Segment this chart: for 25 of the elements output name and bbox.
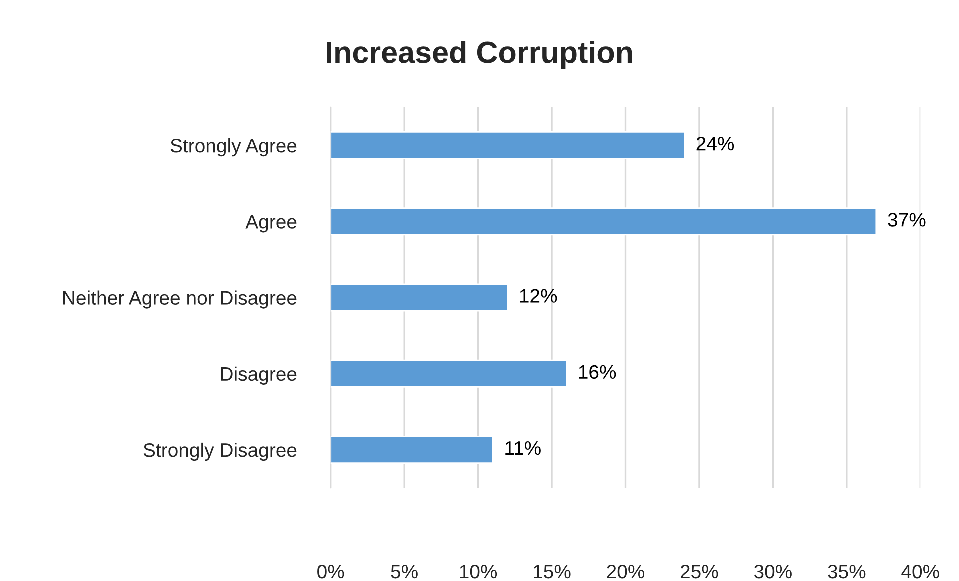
bar: [330, 132, 686, 160]
data-label: 37%: [888, 213, 926, 227]
x-tick-label: 40%: [902, 564, 940, 579]
x-tick-label: 10%: [460, 564, 498, 579]
x-tick-label: 5%: [391, 565, 418, 579]
y-tick-label: Neither Agree nor Disagree: [64, 290, 297, 309]
data-label: 12%: [520, 289, 558, 303]
x-tick-label: 15%: [534, 565, 571, 579]
chart-title: Increased Corruption: [327, 40, 632, 70]
bar: [330, 436, 494, 464]
y-tick-label: Strongly Disagree: [144, 442, 297, 462]
bar: [330, 208, 878, 236]
y-tick-label: Strongly Agree: [170, 138, 297, 157]
bar: [330, 360, 568, 388]
x-tick-label: 30%: [754, 564, 792, 579]
x-tick-label: 20%: [607, 564, 645, 579]
y-tick-label: Agree: [246, 215, 297, 233]
data-label: 11%: [506, 442, 541, 456]
data-label: 16%: [579, 365, 616, 380]
x-tick-label: 25%: [680, 564, 718, 579]
y-tick-label: Disagree: [221, 366, 297, 385]
x-tick-label: 35%: [828, 564, 866, 579]
data-label: 24%: [696, 136, 734, 151]
bar: [330, 284, 508, 312]
x-tick-label: 0%: [318, 564, 344, 579]
